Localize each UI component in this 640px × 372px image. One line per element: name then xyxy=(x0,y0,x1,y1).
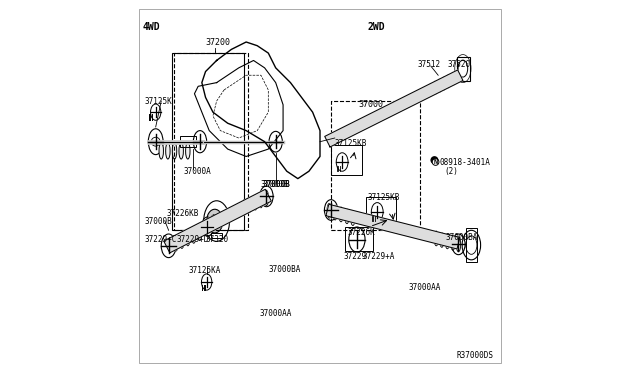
Ellipse shape xyxy=(172,143,177,159)
Ellipse shape xyxy=(186,143,190,159)
Text: 37320: 37320 xyxy=(205,235,228,244)
Text: 37229+C: 37229+C xyxy=(145,235,177,244)
Text: 37125KB: 37125KB xyxy=(368,193,401,202)
Ellipse shape xyxy=(429,83,433,97)
Bar xyxy=(345,227,372,251)
Ellipse shape xyxy=(442,77,446,90)
Text: 37226K: 37226K xyxy=(348,228,376,237)
Text: 2WD: 2WD xyxy=(368,22,386,32)
Text: 37000B: 37000B xyxy=(263,180,291,189)
Text: 37000B: 37000B xyxy=(263,180,291,189)
Ellipse shape xyxy=(345,209,349,224)
Ellipse shape xyxy=(446,74,451,88)
Text: 37000: 37000 xyxy=(359,100,384,109)
Text: 37000AA: 37000AA xyxy=(259,309,291,318)
Ellipse shape xyxy=(248,198,252,212)
Ellipse shape xyxy=(242,200,246,214)
Text: 37000BA: 37000BA xyxy=(268,264,301,273)
Polygon shape xyxy=(164,189,271,253)
Text: 37512: 37512 xyxy=(418,60,441,69)
Text: 37229+A: 37229+A xyxy=(362,251,395,261)
Polygon shape xyxy=(324,70,463,147)
Text: 37000B: 37000B xyxy=(261,180,289,189)
Ellipse shape xyxy=(253,195,258,210)
Text: 37200: 37200 xyxy=(205,38,230,46)
Text: 4WD: 4WD xyxy=(143,22,161,32)
Ellipse shape xyxy=(180,234,184,248)
Ellipse shape xyxy=(327,203,332,218)
Ellipse shape xyxy=(445,234,449,249)
Ellipse shape xyxy=(339,207,343,222)
Text: 37000B: 37000B xyxy=(145,217,172,225)
Ellipse shape xyxy=(333,205,337,220)
Ellipse shape xyxy=(431,157,438,163)
Bar xyxy=(211,233,222,238)
Ellipse shape xyxy=(264,191,269,206)
Text: 37125KB: 37125KB xyxy=(335,139,367,148)
Text: 37125KA: 37125KA xyxy=(189,266,221,275)
Text: (2): (2) xyxy=(445,167,459,176)
Ellipse shape xyxy=(186,231,190,246)
Text: 37000BA: 37000BA xyxy=(445,233,478,242)
Ellipse shape xyxy=(179,143,184,159)
Ellipse shape xyxy=(433,81,437,94)
Ellipse shape xyxy=(159,143,163,159)
Text: N: N xyxy=(433,159,438,165)
Ellipse shape xyxy=(207,209,223,233)
Ellipse shape xyxy=(451,72,455,86)
Text: 37229: 37229 xyxy=(344,251,367,261)
Bar xyxy=(172,53,244,230)
Ellipse shape xyxy=(259,193,263,208)
Bar xyxy=(174,53,248,230)
Text: 08918-3401A: 08918-3401A xyxy=(440,157,490,167)
Text: 37520: 37520 xyxy=(447,60,470,69)
Ellipse shape xyxy=(351,211,355,225)
Bar xyxy=(466,228,477,262)
Text: 37229+D: 37229+D xyxy=(176,235,209,244)
Text: 37125K: 37125K xyxy=(145,97,172,106)
Ellipse shape xyxy=(197,226,202,241)
Ellipse shape xyxy=(451,235,455,250)
Bar xyxy=(180,136,196,147)
Ellipse shape xyxy=(191,228,196,243)
Ellipse shape xyxy=(456,237,461,252)
Ellipse shape xyxy=(166,143,170,159)
Ellipse shape xyxy=(437,79,442,92)
Ellipse shape xyxy=(211,214,220,228)
Text: 37000A: 37000A xyxy=(184,167,211,176)
Text: 37000AA: 37000AA xyxy=(408,283,441,292)
Ellipse shape xyxy=(174,236,178,251)
Bar xyxy=(331,101,420,230)
Bar xyxy=(366,197,396,223)
Ellipse shape xyxy=(440,232,444,247)
Text: R37000DS: R37000DS xyxy=(456,351,493,360)
Text: 37226KB: 37226KB xyxy=(167,209,199,218)
Bar xyxy=(331,145,362,175)
Bar xyxy=(456,57,470,81)
Ellipse shape xyxy=(434,231,438,246)
Polygon shape xyxy=(326,204,460,249)
